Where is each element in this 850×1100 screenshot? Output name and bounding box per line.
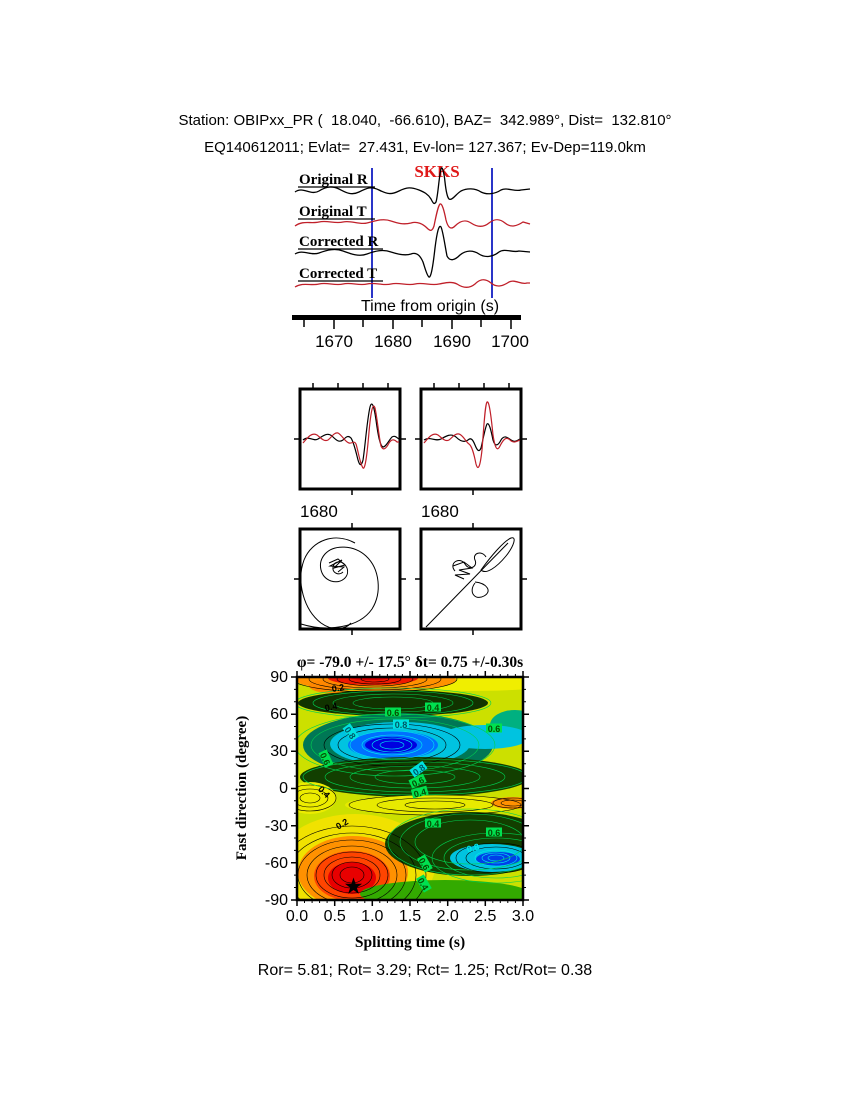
contour-label: 0.4	[324, 701, 338, 713]
phase-label: SKKS	[414, 162, 459, 181]
y-tick-labels: 90 60 30 0 -30 -60 -90	[265, 669, 288, 909]
contour-label: 0.6	[387, 708, 400, 718]
window-wave-black-left	[302, 403, 400, 466]
y-tick-label: 0	[279, 780, 288, 797]
window-wave-black-right	[423, 423, 521, 452]
station-header-line: Station: OBIPxx_PR ( 18.040, -66.610), B…	[178, 112, 672, 129]
trace-label-corrected-t: Corrected T	[299, 266, 377, 282]
time-axis-title: Time from origin (s)	[361, 298, 499, 315]
x-minor-ticks-top	[304, 674, 516, 677]
contour-label: 0.6	[410, 775, 426, 789]
y-axis-title: Fast direction (degree)	[234, 716, 250, 860]
original-t-trace	[294, 203, 531, 232]
time-tick-label: 1690	[433, 332, 471, 351]
x-tick-label: 0.5	[324, 908, 346, 925]
y-tick-label: -30	[265, 818, 288, 835]
time-axis-ticks	[303, 320, 512, 329]
x-axis-title: Splitting time (s)	[355, 934, 465, 951]
x-tick-labels: 0.0 0.5 1.0 1.5 2.0 2.5 3.0	[286, 908, 534, 925]
best-fit-star-marker	[344, 877, 363, 894]
time-tick-label: 1680	[374, 332, 412, 351]
original-r-trace	[294, 167, 531, 205]
y-tick-label: -90	[265, 892, 288, 909]
contour-label-group: 0.2 0.4 0.6 0.4 0.8 0.6 0.8 0.6 0.4 0.8 …	[316, 682, 502, 893]
window-and-particle-panels: 1680 1680	[294, 383, 527, 635]
y-minor-ticks	[294, 688, 526, 888]
waveform-box-left	[298, 387, 402, 491]
contour-fill-layers	[297, 677, 523, 900]
x-major-ticks	[296, 671, 524, 906]
trace-label-original-r: Original R	[299, 172, 368, 188]
x-minor-ticks-bottom	[304, 900, 516, 903]
contour-label: 0.8	[395, 720, 408, 730]
corrected-t-trace	[294, 279, 530, 289]
contour-label: 0.8	[466, 842, 481, 855]
contour-label: 0.2	[331, 682, 345, 694]
contour-label: 0.6	[488, 828, 501, 838]
y-major-ticks	[291, 676, 529, 901]
x-tick-label: 0.0	[286, 908, 308, 925]
window-wave-red-right	[423, 401, 521, 468]
time-axis-bar	[292, 315, 521, 320]
corrected-r-trace	[294, 225, 531, 278]
particle-box-after-ticks	[415, 523, 527, 635]
y-tick-label: 30	[270, 743, 288, 760]
y-tick-label: 90	[270, 669, 288, 686]
contour-label: 0.4	[427, 819, 440, 829]
particle-box-before-ticks	[294, 523, 406, 635]
contour-label: 0.4	[427, 703, 440, 713]
particle-motion-before	[300, 537, 379, 630]
particle-motion-box-before	[298, 527, 402, 631]
x-tick-label: 3.0	[512, 908, 534, 925]
y-tick-label: -60	[265, 855, 288, 872]
x-tick-label: 2.0	[437, 908, 459, 925]
particle-motion-after	[425, 537, 515, 628]
x-tick-label: 2.5	[474, 908, 496, 925]
time-tick-label: 1700	[491, 332, 529, 351]
window-start-time-right: 1680	[421, 502, 459, 521]
quality-factors-line: Ror= 5.81; Rot= 3.29; Rct= 1.25; Rct/Rot…	[257, 962, 593, 979]
y-tick-label: 60	[270, 706, 288, 723]
window-wave-red-left	[302, 405, 399, 469]
trace-label-corrected-r: Corrected R	[299, 234, 378, 250]
contour-label: 0.6	[488, 724, 501, 734]
time-tick-label: 1670	[315, 332, 353, 351]
x-tick-label: 1.0	[361, 908, 383, 925]
event-header-line: EQ140612011; Evlat= 27.431, Ev-lon= 127.…	[204, 139, 646, 156]
seismogram-panel: SKKS Original R Original T Corrected R C…	[292, 162, 531, 351]
x-tick-label: 1.5	[399, 908, 421, 925]
contour-label: 0.4	[413, 787, 428, 800]
contour-title: φ= -79.0 +/- 17.5° δt= 0.75 +/-0.30s	[297, 654, 523, 671]
trace-label-original-t: Original T	[299, 204, 367, 220]
waveform-box-left-ticks	[294, 383, 406, 495]
contour-label: 0.6	[318, 751, 332, 767]
waveform-box-right-ticks	[415, 383, 527, 495]
particle-motion-box-after	[419, 527, 523, 631]
window-start-time-left: 1680	[300, 502, 338, 521]
error-surface-plot: φ= -79.0 +/- 17.5° δt= 0.75 +/-0.30s	[234, 654, 534, 951]
